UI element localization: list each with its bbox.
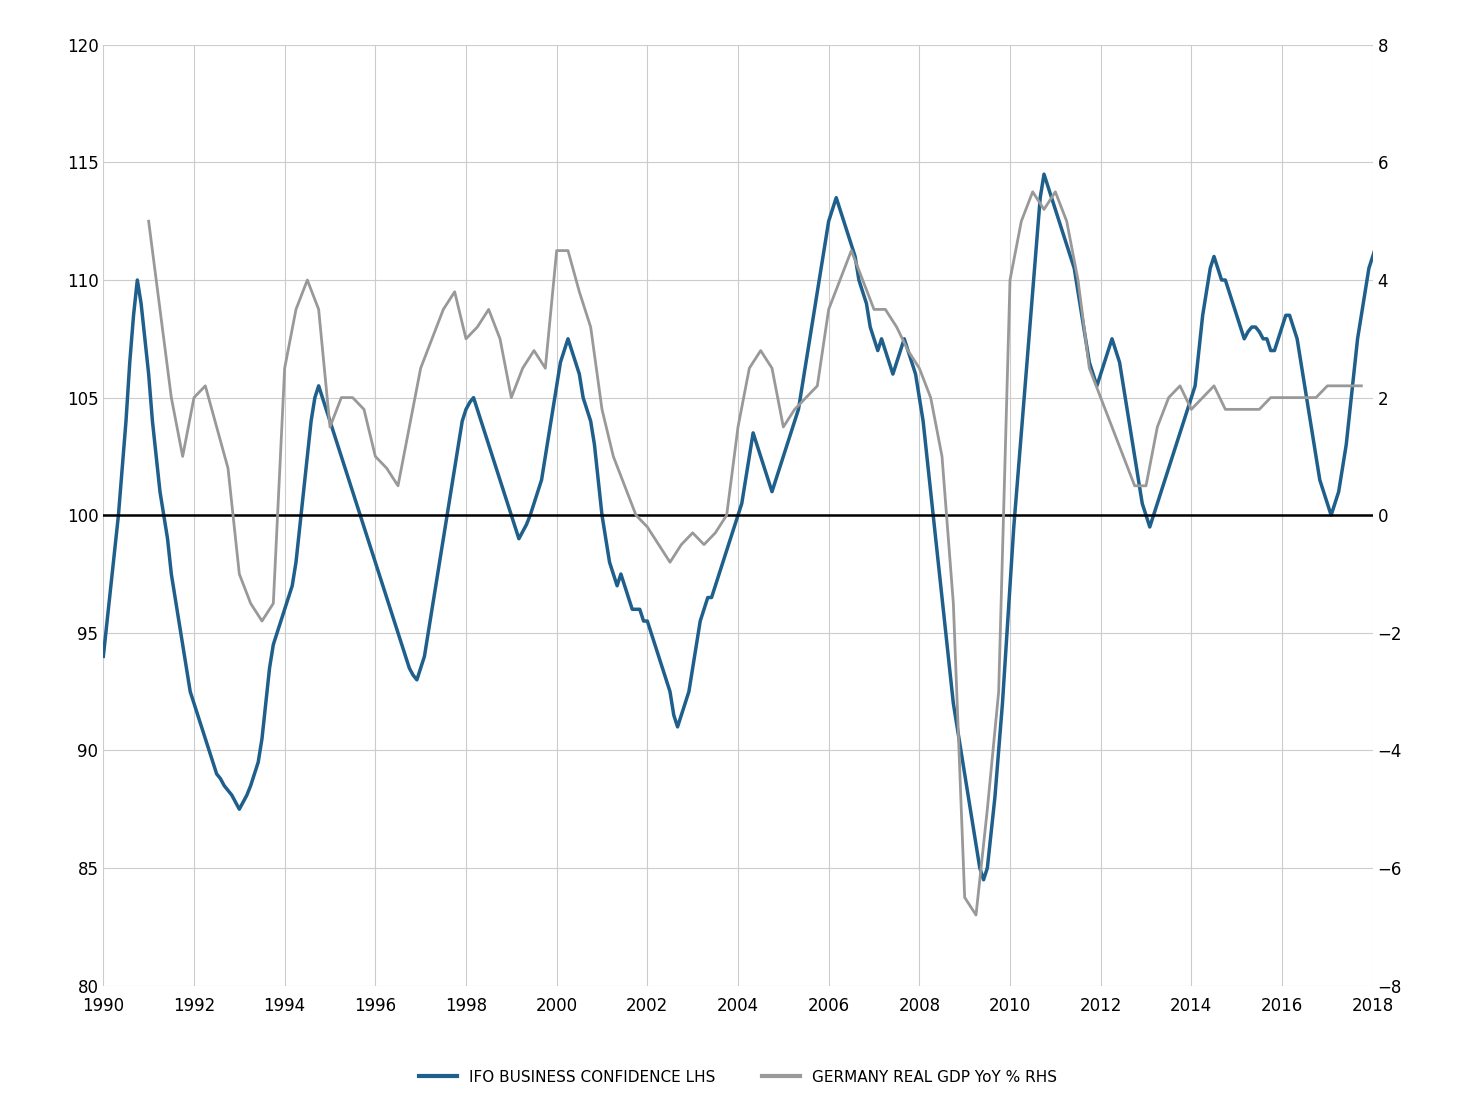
Legend: IFO BUSINESS CONFIDENCE LHS, GERMANY REAL GDP YoY % RHS: IFO BUSINESS CONFIDENCE LHS, GERMANY REA… — [413, 1064, 1063, 1091]
